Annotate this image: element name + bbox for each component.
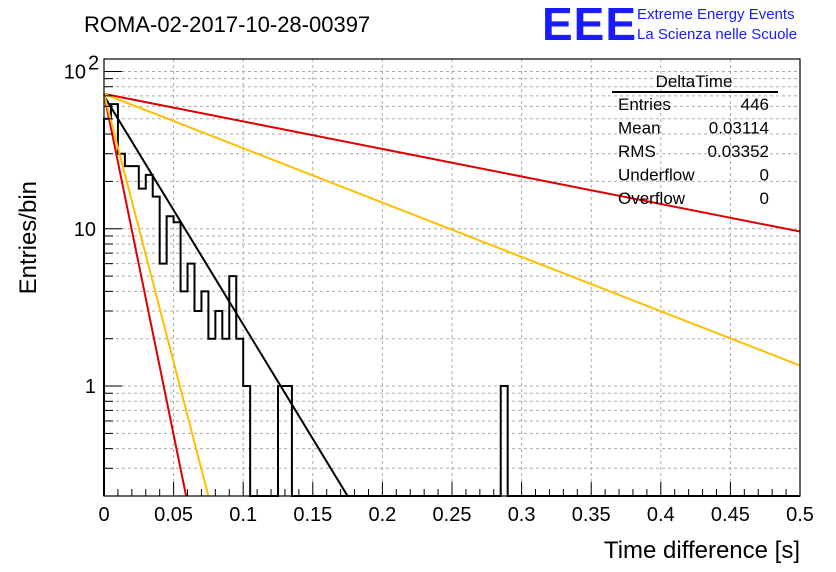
fit-curve xyxy=(103,93,210,497)
x-tick-label: 0.5 xyxy=(786,504,814,526)
stats-row-value: 0.03114 xyxy=(709,119,769,138)
histogram-bin xyxy=(236,339,243,496)
stats-row-label: Mean xyxy=(618,119,661,138)
stats-rows: Entries 446 Mean 0.03114 RMS 0.03352 Underflow… xyxy=(618,95,769,208)
histogram-bin xyxy=(104,119,111,496)
x-axis-label: Time difference [s] xyxy=(604,537,800,564)
histogram-bin xyxy=(146,175,153,496)
x-tick-label: 0.05 xyxy=(154,504,193,526)
x-tick-label: 0.1 xyxy=(229,504,257,526)
stats-row-label: Entries xyxy=(618,95,671,114)
fit-curve xyxy=(103,95,349,497)
y-tick-label: 1 xyxy=(85,376,96,398)
y-tick-label: 10 xyxy=(64,61,86,83)
fit-curve xyxy=(103,92,801,367)
y-tick-exponent: 2 xyxy=(88,52,99,74)
x-tick-label: 0.15 xyxy=(293,504,332,526)
y-tick-label: 10 xyxy=(74,219,96,241)
stats-row-label: Overflow xyxy=(618,189,686,208)
x-tick-label: 0.35 xyxy=(572,504,611,526)
fit-curves xyxy=(103,92,801,497)
x-tick-label: 0.3 xyxy=(508,504,536,526)
stats-row-label: RMS xyxy=(618,142,656,161)
histogram-bin xyxy=(118,154,125,496)
x-tick-label: 0.4 xyxy=(647,504,675,526)
stats-row-value: 446 xyxy=(741,95,769,114)
histogram-bin xyxy=(278,386,285,496)
histogram-bin xyxy=(208,339,215,496)
histogram-bin xyxy=(188,264,195,496)
eee-logo-line1: Extreme Energy Events xyxy=(637,6,795,23)
x-tick-label: 0.45 xyxy=(711,504,750,526)
fit-curve xyxy=(103,92,801,233)
x-tick-label: 0.25 xyxy=(433,504,472,526)
x-tick-label: 0.2 xyxy=(368,504,396,526)
stats-row-value: 0.03352 xyxy=(708,142,769,161)
histogram-bin xyxy=(243,386,250,496)
stats-row-value: 0 xyxy=(760,189,769,208)
stats-row-value: 0 xyxy=(760,166,769,185)
histogram-bin xyxy=(222,339,229,496)
stats-box: DeltaTime Entries 446 Mean 0.03114 RMS 0.0335… xyxy=(612,72,778,208)
x-tick-label: 0 xyxy=(98,504,109,526)
chart-title: ROMA-02-2017-10-28-00397 xyxy=(84,12,370,37)
eee-logo-line2: La Scienza nelle Scuole xyxy=(637,26,797,43)
x-axis-ticks: 0 0.05 0.1 0.15 0.2 0.25 0.3 0.35 0.4 0.45 0.5 xyxy=(98,482,814,526)
eee-logo: EEE Extreme Energy Events La Scienza nel… xyxy=(542,0,797,50)
fit-curve xyxy=(103,93,188,497)
histogram-bin xyxy=(215,311,222,496)
histogram-bin xyxy=(501,386,508,496)
stats-row-label: Underflow xyxy=(618,166,695,185)
y-axis-label: Entries/bin xyxy=(15,181,42,294)
histogram-bin xyxy=(111,104,118,496)
histogram-bin xyxy=(201,291,208,496)
eee-logo-mark: EEE xyxy=(542,0,637,50)
grid xyxy=(104,59,800,497)
stats-title: DeltaTime xyxy=(656,72,733,91)
